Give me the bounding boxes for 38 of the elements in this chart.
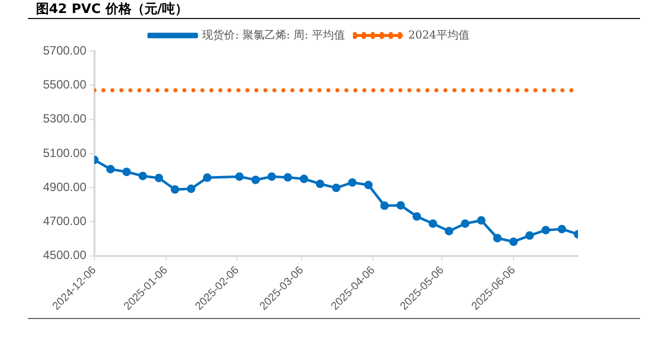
point [186,184,196,194]
point [477,216,486,225]
point [170,185,180,194]
point [138,172,147,180]
y-tick-label: 4900.00 [42,180,87,194]
point [267,172,276,181]
point [493,234,502,242]
chart-title: 图42 PVC 价格（元/吨） [36,1,188,18]
point [558,224,566,234]
point [300,174,308,184]
y-tick-label: 5100.00 [42,146,87,160]
point [235,172,244,181]
point [106,164,115,174]
point [122,168,131,176]
point [316,180,324,188]
point [332,184,340,192]
legend-label: 2024平均值 [408,28,470,42]
point [542,226,550,234]
point [251,176,260,184]
point [444,226,454,236]
point [348,178,357,187]
point [396,201,405,210]
point [460,219,470,228]
legend-label: 现货价: 聚氯乙烯: 周: 平均值 [202,28,345,42]
point [154,174,164,182]
y-tick-label: 4500.00 [42,248,87,262]
y-tick-label: 5700.00 [42,43,87,58]
y-tick-label: 4700.00 [42,214,87,228]
y-tick-label: 5500.00 [42,77,87,92]
point [202,173,212,182]
point [364,180,373,190]
point [509,237,518,246]
point [284,173,292,182]
point [412,212,422,221]
point [525,231,534,240]
y-tick-label: 5300.00 [42,112,87,126]
point [428,219,438,228]
point [380,201,389,210]
